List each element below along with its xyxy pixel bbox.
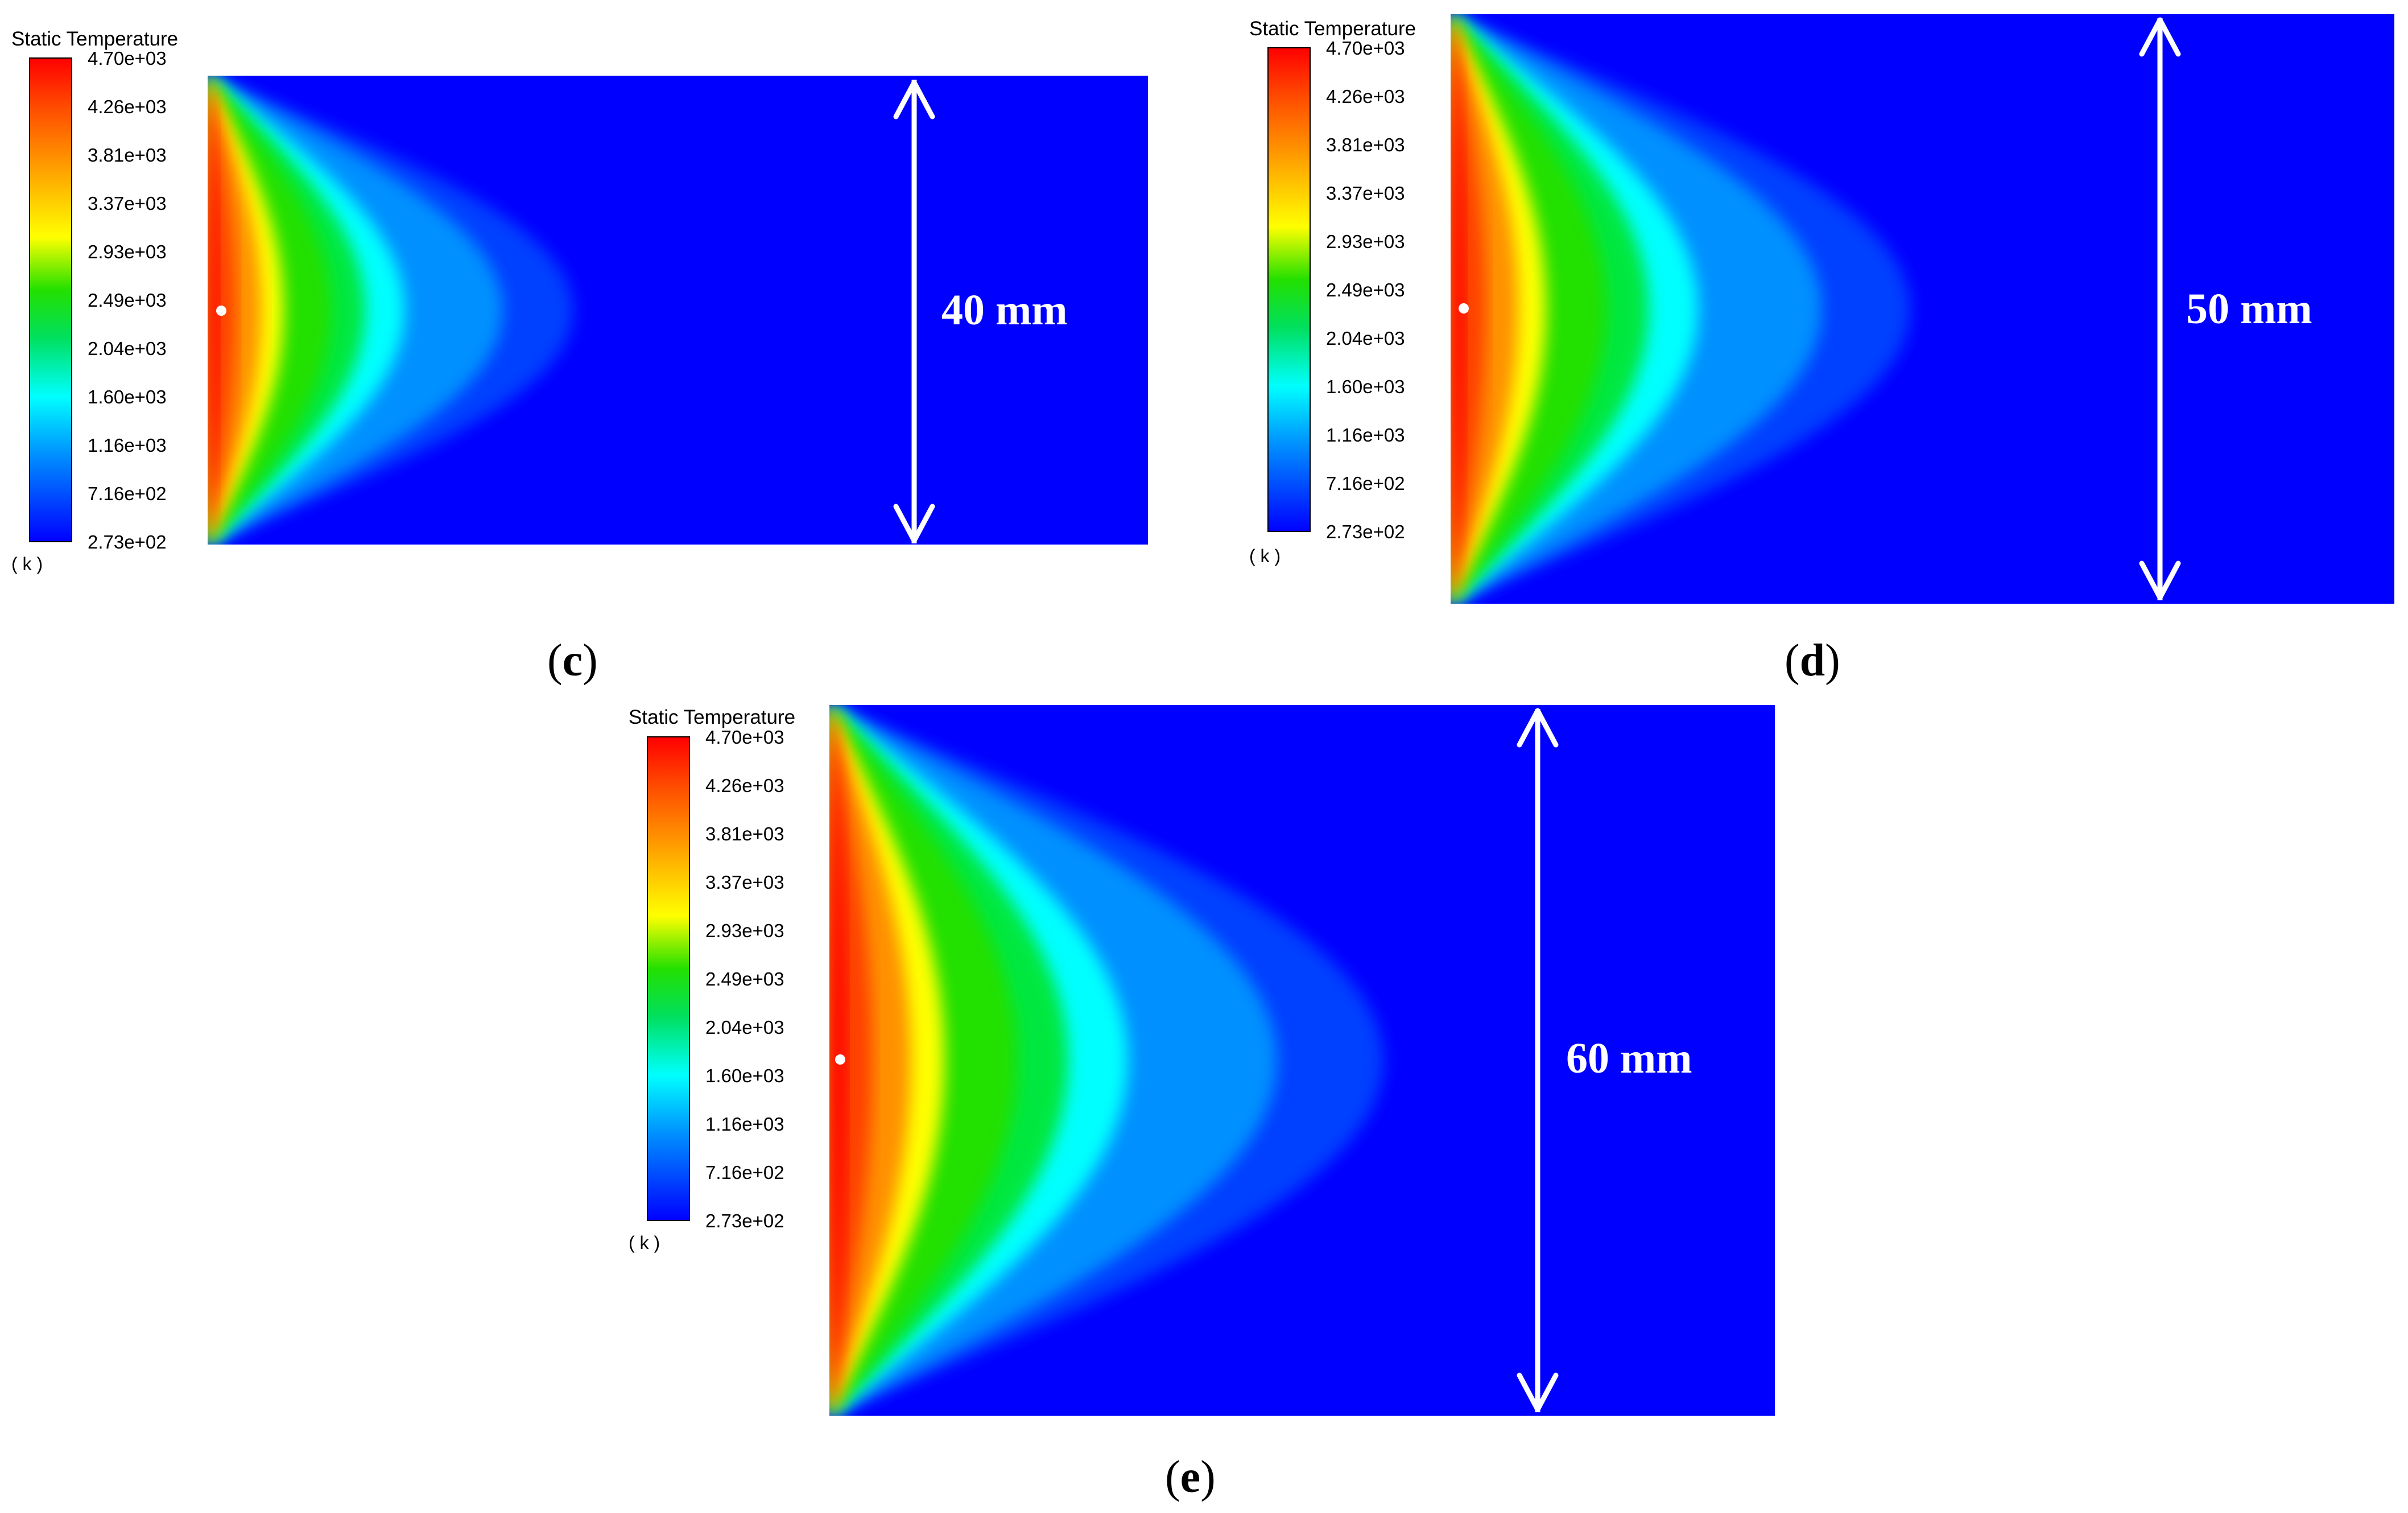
- colorbar-ticks: 4.70e+03 4.26e+03 3.81e+03 3.37e+03 2.93e+03…: [1326, 38, 1405, 542]
- colorbar: Static Temperature 4.70e+03 4.26e+03 3.81e…: [1249, 18, 1416, 566]
- arrow-head-top: [2139, 17, 2181, 57]
- colorbar-tick-label: 4.70e+03: [1326, 38, 1405, 59]
- colorbar-tick-label: 3.81e+03: [705, 823, 784, 844]
- colorbar-tick-label: 1.60e+03: [1326, 376, 1405, 397]
- colorbar-tick-label: 4.70e+03: [705, 727, 784, 748]
- colorbar-tick-label: 2.93e+03: [88, 241, 167, 262]
- panel-e: Static Temperature 4.70e+03 4.26e+03 3.81e…: [629, 705, 1775, 1502]
- probe-point: [1459, 303, 1469, 314]
- colorbar-tick-label: 3.37e+03: [1326, 183, 1405, 204]
- colorbar-tick-label: 1.16e+03: [705, 1114, 784, 1135]
- colorbar: Static Temperature 4.70e+03 4.26e+03 3.81e…: [11, 28, 178, 574]
- colorbar-ticks: 4.70e+03 4.26e+03 3.81e+03 3.37e+03 2.93e+03…: [88, 48, 167, 553]
- colorbar-tick-label: 2.93e+03: [1326, 231, 1405, 252]
- colorbar-gradient: [1267, 47, 1311, 532]
- panel-label: (e): [1165, 1452, 1216, 1502]
- colorbar-tick-label: 1.16e+03: [88, 435, 167, 456]
- colorbar-tick-label: 2.04e+03: [88, 338, 167, 359]
- colorbar-title: Static Temperature: [1249, 18, 1416, 40]
- colorbar-tick-label: 2.49e+03: [88, 290, 167, 311]
- temperature-field: [1451, 14, 2394, 604]
- colorbar-tick-label: 4.26e+03: [1326, 86, 1405, 107]
- probe-point: [835, 1054, 845, 1065]
- colorbar-tick-label: 3.81e+03: [88, 145, 167, 166]
- colorbar-tick-label: 2.73e+02: [705, 1210, 784, 1231]
- colorbar-tick-label: 3.37e+03: [88, 193, 167, 214]
- colorbar-unit: ( k ): [1249, 546, 1281, 566]
- colorbar-tick-label: 3.81e+03: [1326, 134, 1405, 155]
- colorbar-tick-label: 2.73e+02: [1326, 521, 1405, 542]
- temperature-field: [829, 705, 1775, 1416]
- colorbar-gradient: [647, 736, 690, 1221]
- colorbar-tick-label: 2.49e+03: [1326, 279, 1405, 300]
- colorbar-tick-label: 7.16e+02: [705, 1162, 784, 1183]
- panel-c: Static Temperature 4.70e+03 4.26e+03 3.81e…: [11, 28, 1148, 686]
- temperature-contour: [208, 76, 219, 545]
- colorbar-unit: ( k ): [11, 554, 43, 574]
- panel-d: Static Temperature 4.70e+03 4.26e+03 3.81e…: [1249, 14, 2394, 686]
- colorbar: Static Temperature 4.70e+03 4.26e+03 3.81e…: [629, 706, 795, 1253]
- colorbar-tick-label: 1.60e+03: [88, 386, 167, 407]
- colorbar-title: Static Temperature: [11, 28, 178, 50]
- arrow-head-bottom: [893, 504, 935, 543]
- colorbar-ticks: 4.70e+03 4.26e+03 3.81e+03 3.37e+03 2.93e+03…: [705, 727, 784, 1231]
- temperature-contour: [1451, 14, 1465, 604]
- dimension-label: 50 mm: [2186, 285, 2312, 333]
- colorbar-tick-label: 1.16e+03: [1326, 424, 1405, 446]
- panel-label: (c): [547, 636, 598, 686]
- colorbar-tick-label: 7.16e+02: [88, 483, 167, 504]
- arrow-head-top: [893, 80, 935, 119]
- colorbar-tick-label: 1.60e+03: [705, 1065, 784, 1086]
- colorbar-tick-label: 2.93e+03: [705, 920, 784, 941]
- arrow-head-top: [1517, 708, 1559, 748]
- colorbar-tick-label: 2.73e+02: [88, 531, 167, 553]
- colorbar-tick-label: 7.16e+02: [1326, 473, 1405, 494]
- colorbar-title: Static Temperature: [629, 706, 795, 728]
- probe-point: [216, 306, 226, 316]
- colorbar-tick-label: 3.37e+03: [705, 872, 784, 893]
- dimension-label: 60 mm: [1566, 1034, 1692, 1082]
- colorbar-tick-label: 4.70e+03: [88, 48, 167, 69]
- arrow-head-bottom: [2139, 560, 2181, 600]
- colorbar-gradient: [29, 57, 72, 542]
- panel-label: (d): [1785, 636, 1840, 686]
- colorbar-tick-label: 2.49e+03: [705, 968, 784, 990]
- arrow-head-bottom: [1517, 1372, 1559, 1412]
- colorbar-tick-label: 4.26e+03: [705, 775, 784, 796]
- colorbar-tick-label: 2.04e+03: [1326, 328, 1405, 349]
- colorbar-tick-label: 4.26e+03: [88, 96, 167, 117]
- dimension-label: 40 mm: [941, 286, 1068, 334]
- colorbar-tick-label: 2.04e+03: [705, 1017, 784, 1038]
- colorbar-unit: ( k ): [629, 1232, 660, 1253]
